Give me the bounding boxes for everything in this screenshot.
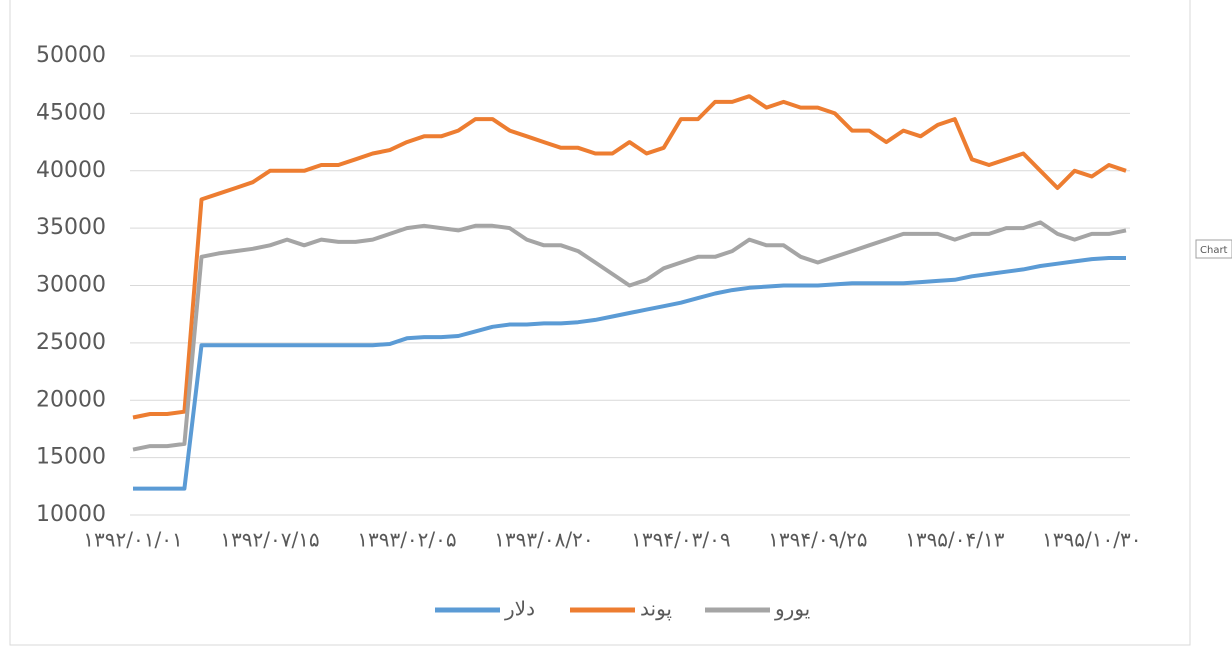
y-tick-label: 30000 bbox=[36, 273, 106, 298]
chart-frame bbox=[9, 0, 1191, 646]
series-line bbox=[132, 94, 1127, 420]
legend-label: دلار bbox=[504, 597, 535, 621]
x-tick-label: ۱۳۹۴/۰۹/۲۵ bbox=[768, 528, 867, 552]
x-tick-label: ۱۳۹۳/۰۲/۰۵ bbox=[357, 528, 456, 552]
x-tick-label: ۱۳۹۳/۰۸/۲۰ bbox=[494, 528, 593, 552]
y-tick-label: 35000 bbox=[36, 215, 106, 240]
x-tick-label: ۱۳۹۵/۱۰/۳۰ bbox=[1042, 528, 1141, 552]
tooltip: Chart bbox=[1200, 245, 1228, 256]
x-tick-label: ۱۳۹۵/۰۴/۱۳ bbox=[905, 528, 1005, 552]
y-tick-label: 25000 bbox=[36, 330, 106, 355]
tooltip-box bbox=[1195, 239, 1232, 259]
x-tick-label: ۱۳۹۲/۰۱/۰۱ bbox=[83, 528, 182, 552]
series-line bbox=[132, 220, 1127, 452]
x-tick-label: ۱۳۹۲/۰۷/۱۵ bbox=[220, 528, 319, 552]
legend-label: پوند bbox=[640, 597, 672, 622]
y-tick-label: 10000 bbox=[36, 502, 106, 527]
y-tick-label: 50000 bbox=[36, 43, 106, 68]
y-tick-label: 15000 bbox=[36, 445, 106, 470]
x-tick-label: ۱۳۹۴/۰۳/۰۹ bbox=[631, 528, 730, 552]
y-tick-label: 20000 bbox=[36, 387, 106, 412]
series-line bbox=[133, 256, 1126, 491]
y-tick-label: 45000 bbox=[36, 100, 106, 125]
y-tick-label: 40000 bbox=[36, 158, 106, 183]
legend-label: یورو bbox=[774, 597, 810, 621]
